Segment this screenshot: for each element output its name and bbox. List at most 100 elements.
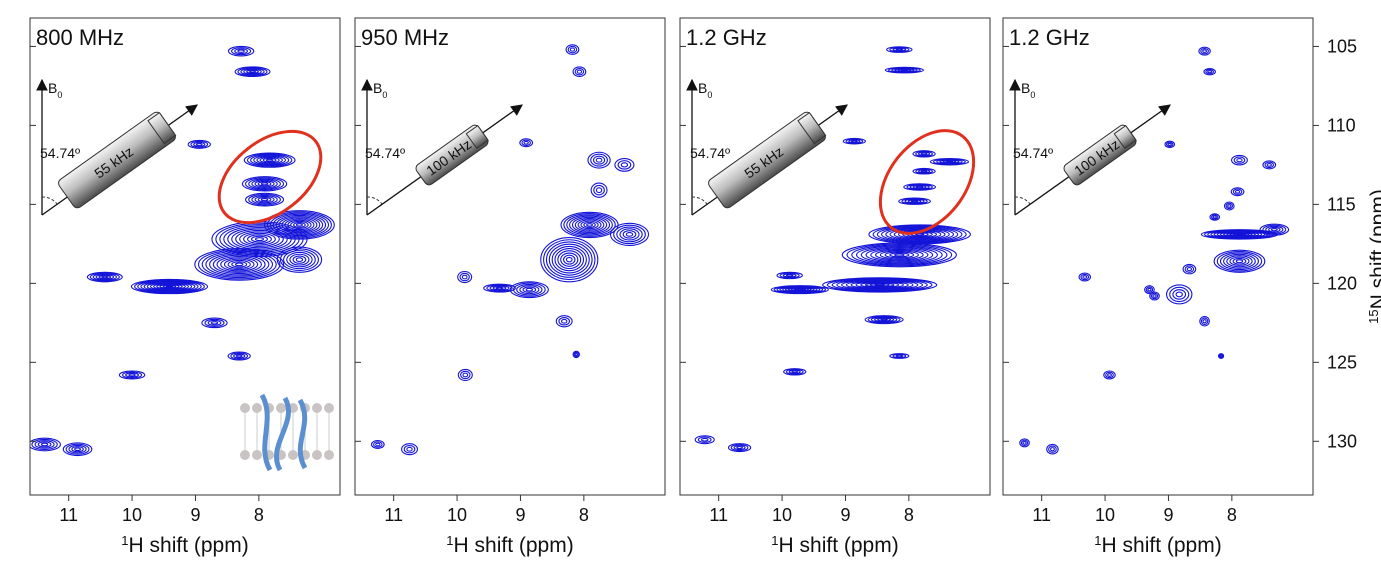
contour-peak — [251, 179, 278, 189]
contour-peak — [841, 242, 957, 268]
contour-peak — [1264, 161, 1275, 169]
b0-label: B0 — [698, 80, 712, 100]
contour-peak — [903, 183, 937, 191]
contour-peak — [884, 251, 915, 259]
contour-peak — [1202, 49, 1208, 54]
contour-peak — [1223, 253, 1256, 269]
contour-peak — [209, 253, 270, 276]
lipid-head — [324, 450, 334, 460]
contour-peak — [920, 152, 928, 156]
contour-peak — [727, 443, 752, 453]
x-tick-label: 8 — [579, 505, 589, 525]
contour-peak — [791, 370, 799, 374]
contour-peak — [864, 315, 904, 325]
contour-peak — [776, 271, 803, 280]
contour-peak — [577, 219, 602, 231]
contour-peak — [516, 283, 543, 296]
contour-peak — [879, 250, 919, 260]
x-tick-label: 10 — [1095, 505, 1115, 525]
x-tick-label: 9 — [840, 505, 850, 525]
contours — [370, 44, 650, 456]
contour-peak — [244, 192, 285, 207]
contour-peak — [234, 262, 244, 267]
contour-peak — [223, 258, 255, 271]
angle-label: 54.74º — [690, 145, 730, 161]
contour-peak — [1236, 158, 1243, 163]
contour-peak — [187, 139, 211, 149]
contour-peak — [910, 200, 919, 203]
contour-peak — [1080, 273, 1090, 281]
angle-arc — [366, 196, 383, 205]
contour-peak — [1182, 263, 1197, 275]
contour-peak — [736, 446, 743, 450]
contour-peak — [257, 196, 272, 203]
contour-peak — [730, 444, 749, 452]
contour-peak — [459, 272, 470, 282]
rotor: 100 kHz — [1063, 124, 1137, 186]
contour-peak — [1150, 292, 1159, 300]
contour-peak — [262, 157, 277, 163]
contour-peak — [569, 215, 611, 235]
contour-peak — [1217, 353, 1225, 359]
panel-frame — [29, 17, 341, 496]
contour-peak — [576, 69, 583, 74]
contour-peak — [1184, 265, 1195, 273]
contour-peak — [851, 244, 948, 266]
panel-frame — [1002, 17, 1314, 496]
contour-peak — [241, 176, 288, 192]
contour-peak — [783, 368, 807, 376]
contour-peak — [912, 185, 927, 189]
highlight — [217, 129, 323, 225]
x-tick-label: 9 — [515, 505, 525, 525]
contour-peak — [1226, 255, 1253, 268]
contour-peak — [889, 353, 910, 359]
contour-peak — [489, 285, 510, 292]
contour-peak — [1262, 224, 1287, 235]
contour-peak — [1186, 267, 1193, 272]
angle-arc — [691, 196, 708, 205]
protein-inset — [240, 393, 334, 472]
contour-peak — [254, 237, 265, 242]
contour-peak — [89, 272, 120, 282]
contour-peak — [30, 437, 61, 452]
contour-peak — [917, 169, 931, 174]
contour-peak — [907, 199, 922, 204]
contour-peak — [246, 153, 293, 167]
contour-peak — [243, 152, 296, 168]
contour-peak — [86, 271, 123, 283]
angle-arc — [1014, 196, 1031, 205]
contour-peak — [483, 283, 516, 293]
contour-peak — [851, 139, 858, 143]
panel-title: 1.2 GHz — [1009, 25, 1090, 50]
contour-peak — [146, 281, 193, 292]
contour-peak — [561, 318, 568, 324]
contour-peak — [1152, 294, 1157, 298]
b0-main: B — [1021, 80, 1030, 96]
contour-peak — [785, 274, 794, 277]
contour-peak — [137, 280, 202, 293]
contour-peak — [1022, 441, 1027, 445]
contour-peak — [1209, 213, 1221, 221]
b0-main: B — [698, 80, 707, 96]
angle-label: 54.74º — [1013, 145, 1053, 161]
contour-peak — [1259, 223, 1290, 236]
contour-peak — [1219, 354, 1223, 358]
contour-peak — [234, 48, 248, 55]
rotor: 100 kHz — [415, 124, 489, 186]
lipid-head — [240, 450, 250, 460]
contour-peak — [892, 47, 907, 52]
contour-peak — [34, 440, 55, 449]
contour-peak — [295, 257, 304, 263]
contour-peak — [457, 270, 473, 284]
contour-peak — [889, 228, 950, 241]
lipid-head — [312, 403, 322, 413]
contour-peak — [779, 272, 800, 279]
contour-peak — [580, 220, 599, 230]
contour-peak — [257, 181, 272, 187]
y-tick-label: 115 — [1327, 194, 1356, 214]
contour-peak — [153, 282, 186, 291]
contour-peak — [1205, 69, 1215, 75]
contour-peak — [593, 184, 605, 196]
